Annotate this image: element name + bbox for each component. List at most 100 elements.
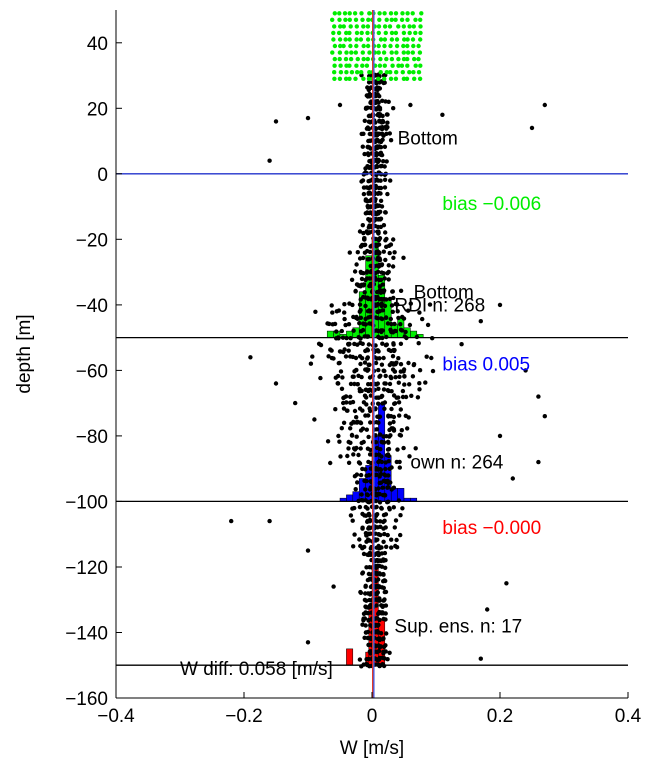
scatter-point-black — [410, 374, 416, 379]
scatter-point-black — [385, 452, 391, 457]
scatter-point-green — [332, 56, 337, 62]
scatter-point-black — [366, 617, 371, 623]
scatter-point-black — [375, 316, 380, 321]
scatter-point-black — [360, 622, 365, 627]
scatter-point-black — [347, 250, 352, 255]
scatter-point-black — [542, 414, 547, 419]
scatter-point-green — [412, 76, 417, 82]
scatter-point-black — [374, 144, 379, 150]
y-tick-label: 20 — [87, 99, 108, 120]
scatter-point-green — [384, 70, 389, 75]
scatter-point-black — [396, 380, 401, 385]
scatter-point-black — [364, 229, 369, 234]
scatter-point-green — [405, 56, 410, 62]
scatter-point-black — [374, 445, 380, 451]
scatter-point-black — [382, 589, 387, 595]
scatter-point-black — [392, 347, 397, 353]
scatter-point-black — [368, 198, 373, 203]
y-axis-label: depth [m] — [14, 314, 35, 393]
scatter-point-black — [375, 92, 380, 97]
scatter-point-green — [332, 63, 337, 68]
scatter-point-black — [381, 644, 387, 650]
scatter-point-black — [355, 480, 360, 485]
scatter-point-green — [417, 76, 423, 82]
scatter-point-green — [347, 11, 352, 16]
scatter-point-black — [374, 328, 379, 333]
scatter-point-green — [402, 37, 407, 42]
scatter-point-black — [386, 388, 391, 394]
scatter-point-black — [367, 406, 372, 411]
scatter-point-black — [383, 466, 388, 472]
scatter-point-black — [353, 487, 358, 492]
scatter-point-green — [413, 17, 418, 22]
scatter-point-black — [368, 649, 374, 654]
scatter-point-black — [357, 537, 362, 542]
scatter-point-black — [376, 414, 381, 419]
scatter-point-green — [401, 56, 407, 62]
scatter-point-black — [401, 316, 407, 321]
scatter-point-black — [383, 315, 389, 320]
scatter-point-black — [389, 487, 394, 492]
scatter-point-black — [337, 102, 343, 108]
scatter-point-black — [366, 525, 372, 530]
scatter-point-black — [413, 446, 418, 451]
scatter-point-black — [341, 400, 346, 406]
scatter-point-black — [310, 354, 315, 359]
scatter-point-green — [418, 24, 423, 29]
scatter-point-black — [382, 381, 387, 386]
scatter-point-black — [392, 250, 397, 255]
scatter-point-black — [354, 262, 359, 267]
scatter-point-black — [363, 277, 368, 283]
scatter-point-black — [337, 439, 342, 444]
y-tick-label: −140 — [65, 624, 108, 645]
scatter-point-green — [389, 50, 394, 55]
scatter-point-black — [368, 283, 373, 289]
scatter-point-green — [399, 63, 405, 68]
scatter-point-black — [400, 394, 406, 400]
scatter-point-green — [394, 70, 399, 75]
scatter-point-black — [381, 571, 386, 577]
scatter-point-black — [353, 288, 358, 294]
scatter-point-black — [349, 421, 354, 426]
scatter-point-black — [329, 355, 335, 361]
scatter-point-black — [352, 381, 357, 387]
scatter-point-green — [348, 43, 353, 49]
scatter-point-green — [347, 76, 352, 82]
scatter-point-black — [384, 126, 389, 131]
scatter-point-green — [393, 76, 399, 82]
scatter-point-black — [305, 640, 311, 645]
scatter-point-black — [361, 439, 366, 445]
scatter-point-black — [383, 578, 388, 584]
scatter-point-black — [360, 546, 365, 551]
scatter-point-black — [388, 316, 393, 322]
scatter-point-green — [419, 11, 424, 16]
scatter-point-green — [353, 17, 359, 22]
scatter-point-black — [391, 342, 396, 347]
scatter-point-black — [267, 158, 272, 163]
scatter-point-black — [377, 297, 383, 302]
scatter-point-black — [332, 321, 338, 327]
scatter-point-black — [384, 434, 389, 439]
scatter-point-black — [392, 401, 397, 406]
scatter-point-black — [376, 386, 381, 391]
scatter-point-black — [366, 571, 372, 577]
scatter-point-black — [485, 607, 490, 612]
scatter-point-black — [352, 474, 358, 479]
scatter-point-black — [389, 465, 394, 470]
scatter-point-black — [377, 263, 383, 268]
scatter-point-black — [367, 276, 373, 281]
scatter-point-green — [364, 63, 370, 68]
scatter-point-black — [425, 322, 431, 328]
scatter-point-black — [362, 118, 367, 124]
scatter-point-black — [382, 492, 387, 498]
scatter-point-green — [365, 56, 370, 62]
scatter-point-black — [359, 243, 364, 249]
scatter-point-black — [382, 472, 387, 477]
scatter-point-black — [390, 264, 396, 269]
scatter-point-black — [343, 322, 348, 328]
scatter-point-black — [376, 486, 381, 491]
scatter-point-green — [382, 11, 387, 16]
scatter-point-black — [313, 309, 318, 314]
y-tick-label: −160 — [65, 689, 108, 710]
scatter-point-black — [382, 164, 387, 169]
